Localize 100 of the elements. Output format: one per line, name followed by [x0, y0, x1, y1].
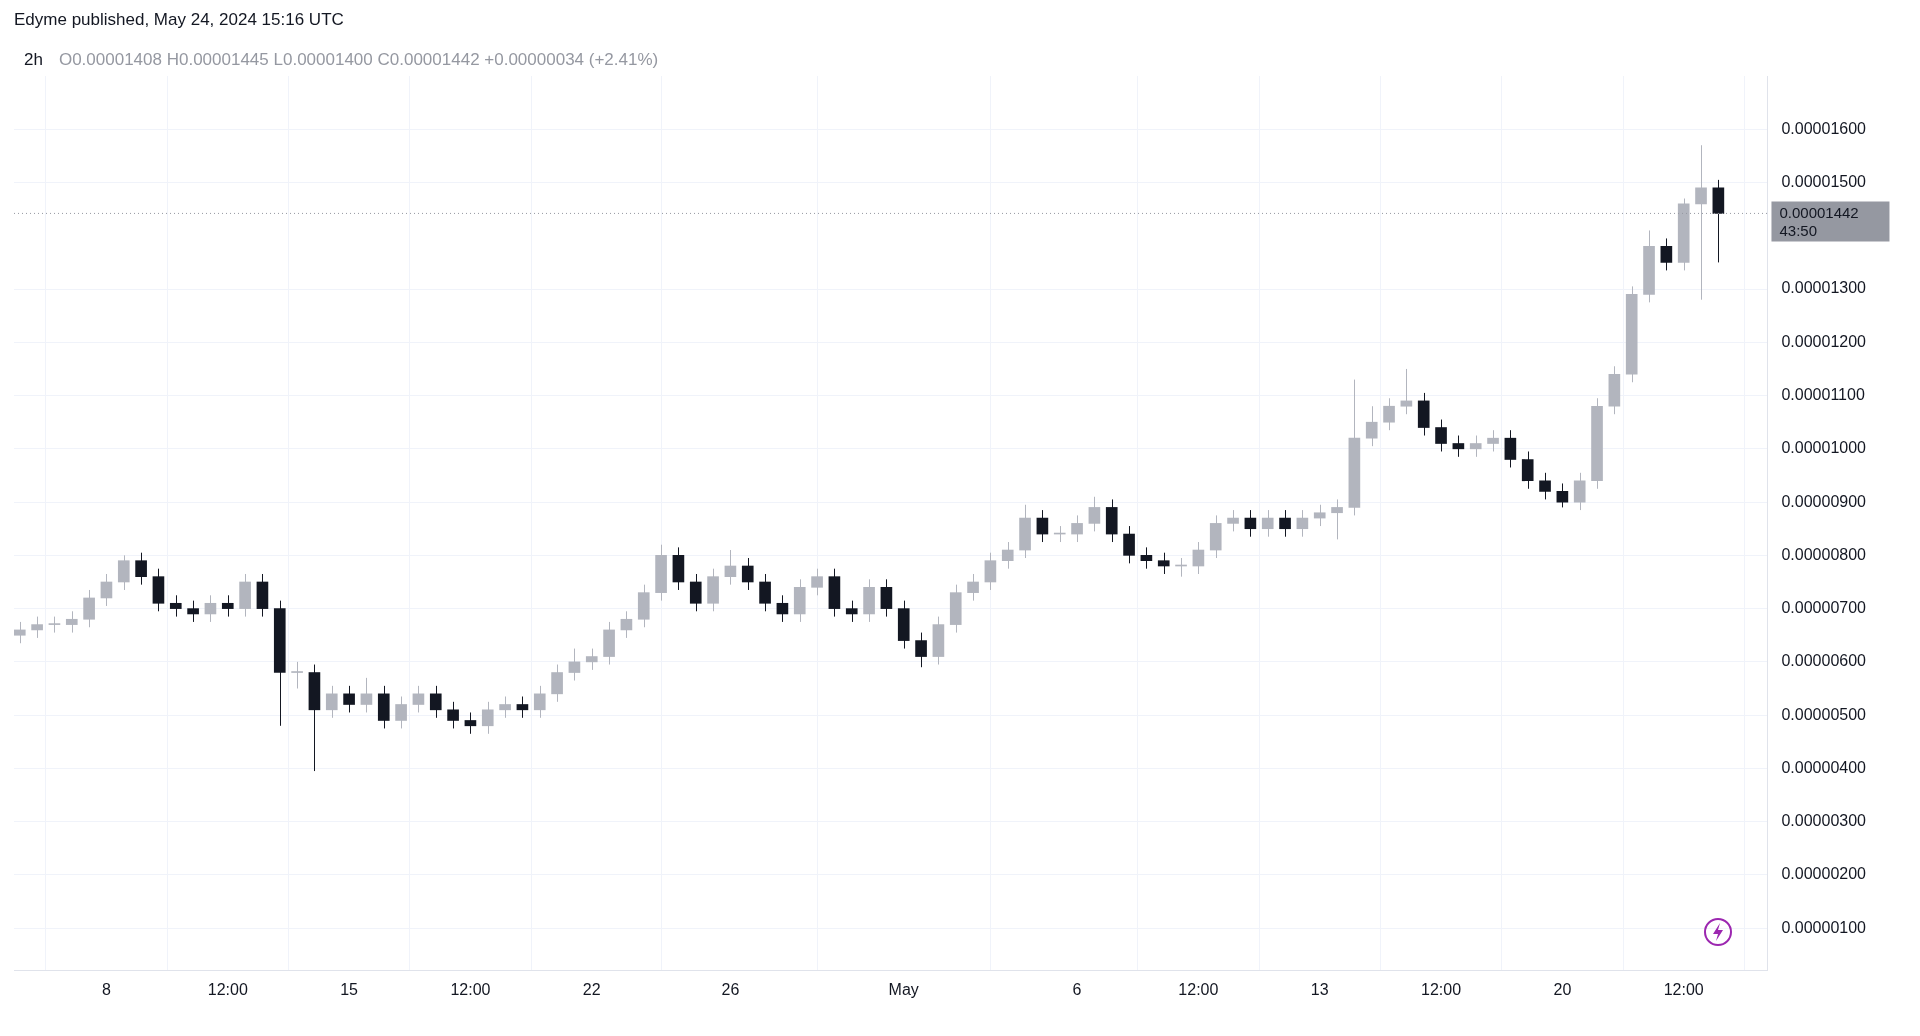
y-tick-label: 0.00000200 — [1781, 865, 1867, 883]
candlestick — [204, 594, 217, 623]
candlestick — [1279, 509, 1291, 538]
candlestick — [1227, 509, 1239, 532]
candlestick — [880, 578, 893, 618]
candlestick — [291, 661, 303, 690]
candlestick — [1244, 509, 1257, 538]
candlestick — [1695, 144, 1707, 301]
candlestick — [14, 621, 26, 644]
candlestick — [481, 701, 494, 735]
candlestick — [551, 664, 563, 703]
y-tick-label: 0.00000700 — [1781, 599, 1867, 617]
candlestick — [1400, 368, 1413, 415]
candlestick — [1036, 509, 1049, 543]
x-tick-label: 12:00 — [1421, 980, 1462, 998]
y-tick-label: 0.00000800 — [1781, 545, 1867, 563]
x-tick-label: 12:00 — [450, 980, 491, 998]
candlestick — [845, 600, 858, 623]
candlestick — [1487, 429, 1499, 452]
x-tick-label: 12:00 — [207, 980, 248, 998]
text: Edyme published, May 24, 2024 15:16 UTC — [14, 10, 344, 29]
x-tick-label: 13 — [1310, 980, 1329, 998]
y-tick-label: 0.00001000 — [1781, 439, 1867, 457]
candlestick — [776, 594, 789, 623]
y-tick-label: 0.00001300 — [1781, 279, 1867, 297]
candlestick — [620, 610, 633, 639]
candlestick — [395, 696, 407, 729]
candlestick — [1504, 429, 1517, 468]
candlestick — [1521, 451, 1534, 490]
candlestick — [1001, 541, 1014, 570]
candlestick — [811, 568, 823, 596]
x-tick-label: 6 — [1072, 980, 1082, 998]
candlestick — [100, 573, 113, 607]
candlestick — [429, 685, 442, 719]
candlestick — [325, 685, 338, 719]
candlestick — [65, 610, 78, 634]
candlestick — [516, 696, 529, 719]
x-tick-label: 20 — [1553, 980, 1572, 998]
candlestick — [689, 573, 702, 612]
candlestick — [117, 554, 130, 591]
candlestick — [1435, 419, 1447, 452]
candlestick — [1088, 496, 1101, 532]
x-tick-label: 12:00 — [1178, 980, 1219, 998]
candlestick — [984, 552, 997, 591]
candlestick — [1365, 405, 1378, 447]
candlestick — [568, 648, 581, 682]
candlestick — [83, 589, 95, 628]
y-tick-label: 0.00000300 — [1781, 812, 1867, 830]
candlestick — [724, 549, 737, 586]
y-tick-label: 0.00001200 — [1781, 332, 1867, 350]
candlestick — [221, 594, 234, 618]
candlestick — [759, 573, 771, 612]
text: 43:50 — [1779, 221, 1818, 239]
candlestick — [1469, 435, 1482, 458]
candlestick — [343, 685, 355, 713]
candlestick — [360, 677, 373, 713]
candlestick — [967, 573, 979, 602]
x-tick-label: 26 — [721, 980, 740, 998]
candlestick — [1660, 237, 1673, 271]
candlestick — [1556, 482, 1569, 508]
candlestick — [31, 616, 43, 639]
y-tick-label: 0.00000900 — [1781, 492, 1867, 510]
candlestick — [585, 648, 598, 671]
candlestick — [1539, 472, 1551, 500]
y-tick-label: 0.00001600 — [1781, 119, 1867, 137]
candlestick — [135, 552, 147, 586]
x-tick-label: 12:00 — [1663, 980, 1704, 998]
candlestick — [1313, 504, 1326, 527]
candlestick — [1573, 472, 1586, 511]
chart-title: 2h — [24, 50, 43, 69]
y-tick-label: 0.00001500 — [1781, 172, 1867, 190]
candlestick — [447, 701, 459, 729]
candlestick — [1383, 397, 1395, 431]
candlestick — [412, 685, 425, 713]
candlestick — [1123, 525, 1135, 564]
y-tick-label: 0.00000500 — [1781, 705, 1867, 723]
candlestick — [187, 600, 199, 623]
ref-line-label: 0.00001442 — [1779, 203, 1859, 221]
candlestick — [741, 557, 754, 591]
chart-subtitle: O0.00001408 H0.00001445 L0.00001400 C0.00001442 +0.00000034 (+2.41%) — [58, 50, 659, 69]
candlestick — [1140, 546, 1153, 570]
candlestick — [1157, 552, 1170, 575]
x-tick-label: 22 — [582, 980, 601, 998]
candlestick — [915, 632, 927, 668]
candlestick — [499, 696, 511, 719]
candlestick — [533, 685, 546, 719]
candlestick — [169, 594, 182, 618]
candlestick — [1296, 509, 1309, 538]
y-tick-label: 0.00001100 — [1781, 385, 1865, 403]
x-tick-label: 15 — [340, 980, 359, 998]
candlestick — [1452, 435, 1465, 458]
candlestick — [1192, 541, 1205, 575]
y-tick-label: 0.00000600 — [1781, 652, 1867, 670]
candlestick — [1071, 514, 1083, 543]
x-tick-label: May — [888, 980, 919, 998]
candlestick — [1261, 509, 1274, 538]
candlestick — [1331, 498, 1343, 540]
y-tick-label: 0.00000100 — [1781, 918, 1867, 936]
candlestick — [464, 711, 477, 735]
x-tick-label: 8 — [101, 980, 111, 998]
